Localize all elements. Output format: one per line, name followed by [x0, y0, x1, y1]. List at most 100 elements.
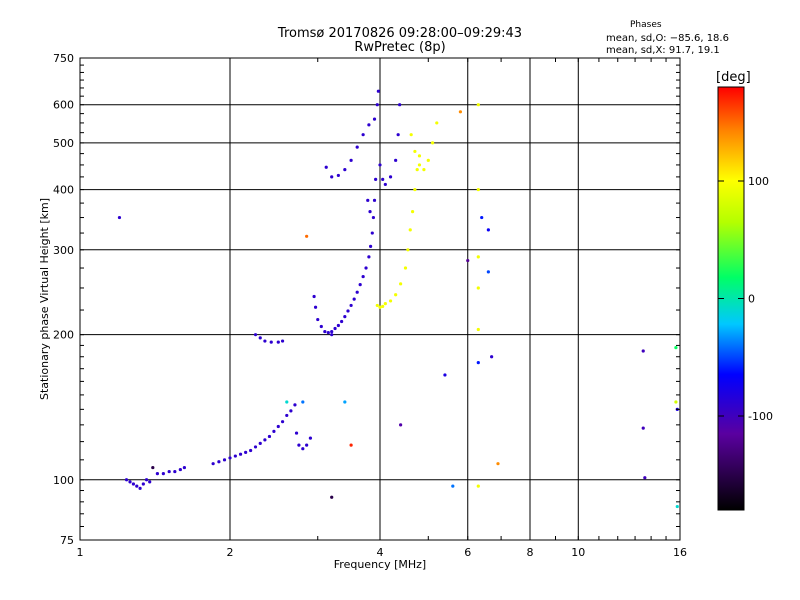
data-point — [476, 361, 480, 365]
data-point — [674, 346, 678, 350]
x-tick-label: 2 — [227, 546, 234, 559]
data-point — [366, 198, 370, 202]
data-point — [276, 340, 280, 344]
data-point — [396, 133, 400, 137]
data-point — [383, 182, 387, 187]
data-point — [378, 305, 382, 309]
data-point — [253, 445, 258, 449]
data-point — [233, 454, 237, 458]
data-point — [378, 163, 382, 167]
data-point — [415, 168, 419, 172]
data-point — [173, 469, 177, 474]
data-point — [135, 484, 139, 488]
data-point — [131, 482, 136, 486]
data-point — [476, 103, 480, 107]
data-point — [443, 373, 447, 377]
data-point — [293, 403, 297, 407]
data-point — [410, 210, 415, 214]
data-point — [430, 141, 435, 145]
data-point — [417, 154, 422, 158]
data-point — [249, 448, 253, 453]
x-tick-label: 1 — [77, 546, 84, 559]
data-point — [476, 187, 480, 192]
data-point — [370, 231, 374, 235]
data-point — [238, 452, 243, 456]
data-point — [349, 443, 353, 447]
y-tick-label: 500 — [53, 137, 74, 150]
data-point — [643, 476, 647, 480]
data-point — [349, 158, 353, 162]
phases-title: Phases — [630, 20, 662, 30]
data-point — [253, 333, 258, 337]
data-point — [451, 484, 455, 488]
data-point — [313, 305, 318, 309]
data-point — [375, 303, 379, 308]
data-point — [413, 187, 417, 192]
data-point — [346, 309, 350, 313]
colorbar-label: [deg] — [716, 70, 751, 85]
data-point — [228, 456, 232, 460]
y-tick-label: 600 — [53, 99, 74, 112]
colorbar-tick-label: 0 — [748, 293, 755, 306]
data-point — [263, 438, 267, 442]
data-point — [258, 336, 262, 340]
y-tick-label: 750 — [53, 52, 74, 65]
plot-frame — [79, 57, 681, 541]
data-point — [178, 467, 182, 472]
data-point — [272, 429, 276, 434]
data-point — [151, 465, 155, 470]
data-point — [406, 248, 410, 252]
chart-title: Tromsø 20170826 09:28:00–09:29:43 — [277, 26, 523, 41]
data-point — [403, 266, 408, 270]
data-point — [161, 471, 165, 476]
data-point — [128, 480, 132, 484]
data-point — [383, 302, 387, 306]
data-point — [399, 282, 403, 286]
data-point — [340, 319, 344, 324]
data-point — [369, 244, 373, 248]
data-point — [330, 495, 334, 499]
data-point — [280, 420, 285, 424]
data-point — [675, 504, 679, 509]
data-point — [388, 175, 393, 179]
data-point — [398, 103, 402, 107]
data-point — [376, 89, 380, 93]
data-point — [324, 165, 328, 169]
data-point — [413, 149, 417, 154]
data-point — [319, 324, 323, 329]
data-point — [674, 400, 678, 404]
x-tick-label: 16 — [673, 546, 687, 559]
data-point — [361, 133, 365, 137]
data-point — [297, 443, 301, 447]
chart-subtitle: RwPretec (8p) — [354, 40, 446, 55]
data-point — [148, 480, 152, 484]
phases-x-stats: mean, sd,X: 91.7, 19.1 — [606, 45, 720, 56]
data-point — [124, 478, 129, 482]
data-point — [480, 215, 484, 220]
data-point — [285, 400, 289, 404]
data-point — [301, 447, 305, 451]
data-point — [409, 133, 413, 137]
data-point — [269, 340, 273, 344]
data-point — [305, 234, 309, 238]
data-point — [355, 290, 359, 294]
data-point — [222, 458, 227, 462]
data-point — [336, 173, 340, 178]
phases-o-stats: mean, sd,O: −85.6, 18.6 — [606, 33, 729, 44]
y-tick-label: 200 — [53, 329, 74, 342]
x-axis-label: Frequency [MHz] — [334, 558, 426, 571]
data-point — [372, 198, 377, 202]
data-point — [141, 482, 145, 486]
data-point — [388, 299, 393, 303]
data-point — [361, 274, 365, 279]
data-point — [458, 110, 463, 114]
data-point — [244, 450, 248, 454]
data-point — [476, 327, 480, 332]
data-point — [352, 297, 356, 301]
data-point — [182, 465, 186, 470]
data-point — [422, 168, 426, 172]
data-point — [381, 177, 385, 181]
x-tick-label: 4 — [377, 546, 384, 559]
data-point — [641, 426, 645, 430]
